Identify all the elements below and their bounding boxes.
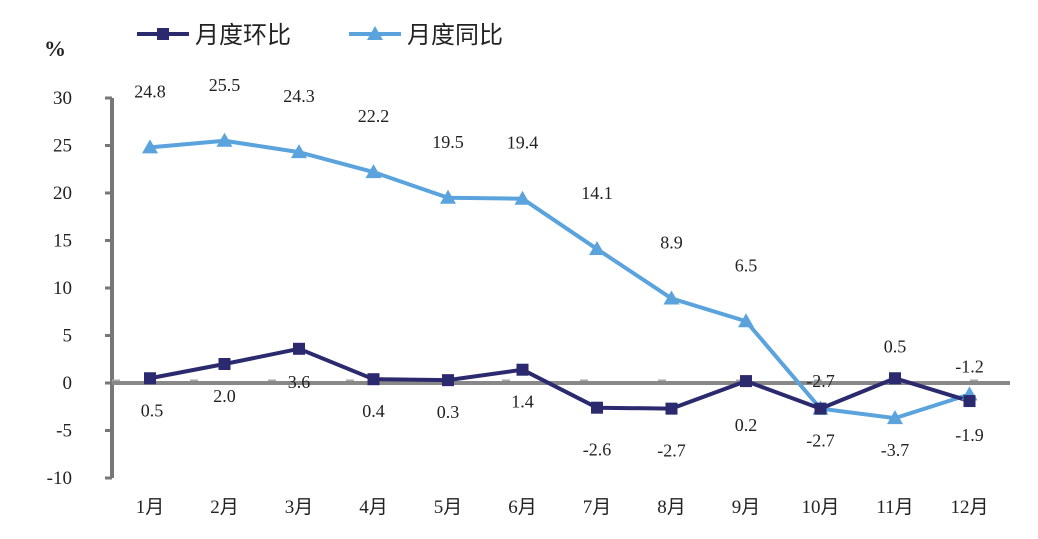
triangle-marker: [142, 139, 158, 154]
square-marker: [367, 373, 380, 386]
data-label: 0.5: [884, 336, 907, 356]
data-label: 19.5: [432, 132, 464, 152]
y-tick-label: 10: [53, 278, 72, 299]
x-tick-label: 4月: [359, 497, 388, 518]
y-axis-ticks: 30 25 20 15 10 5 0 -5 -10: [47, 88, 72, 489]
axes: [105, 96, 1010, 480]
series-line-yoy: [149, 138, 971, 421]
x-tick-label: 7月: [583, 497, 612, 518]
x-tick-label: 11月: [876, 497, 913, 518]
square-marker: [591, 401, 603, 414]
legend-square-marker: [157, 28, 169, 40]
y-tick-label: -10: [47, 468, 72, 489]
x-tick-label: 12月: [950, 497, 988, 518]
square-marker: [889, 372, 901, 385]
data-label: 22.2: [358, 106, 390, 126]
triangle-marker: [291, 144, 307, 159]
triangle-marker: [738, 313, 754, 328]
data-label: -2.6: [583, 440, 612, 460]
data-labels: 24.8 25.5 24.3 22.2 19.5 19.4 14.1 8.9 6.5 -2.7 -3…: [134, 75, 984, 461]
data-label: 8.9: [660, 232, 683, 252]
triangle-marker: [514, 190, 531, 205]
data-label: 1.4: [511, 392, 534, 412]
data-label: 24.8: [134, 81, 166, 101]
square-marker: [293, 342, 305, 355]
x-tick-label: 5月: [434, 497, 463, 518]
data-label: -1.9: [955, 425, 984, 445]
x-tick-label: 8月: [657, 497, 686, 518]
legend-label: 月度环比: [195, 21, 291, 49]
series-line-mom: [149, 346, 971, 411]
y-tick-label: 5: [63, 326, 73, 347]
triangle-marker: [589, 241, 605, 256]
y-tick-label: 30: [53, 88, 72, 109]
square-marker: [442, 374, 454, 387]
data-label: 0.2: [735, 415, 758, 435]
data-label: 6.5: [735, 255, 758, 275]
y-tick-label: 20: [53, 183, 72, 204]
square-marker: [814, 402, 827, 415]
square-marker: [665, 402, 678, 415]
x-tick-label: 10月: [801, 497, 839, 518]
legend-label: 月度同比: [407, 21, 503, 49]
data-label: 0.4: [362, 401, 385, 421]
data-label: 0.3: [437, 402, 460, 422]
square-marker: [740, 375, 752, 388]
data-label: -2.7: [806, 371, 835, 391]
triangle-marker: [887, 410, 903, 425]
series-markers: [142, 132, 978, 425]
x-axis-ticks: 1月 2月 3月 4月 5月 6月 7月 8月 9月 10月 11月 12月: [136, 497, 989, 518]
legend-triangle-marker: [367, 26, 383, 40]
triangle-marker: [216, 132, 233, 147]
data-label: 0.5: [141, 400, 164, 420]
y-axis-unit: %: [44, 36, 66, 61]
data-label: 24.3: [283, 86, 315, 106]
data-label: -3.7: [881, 440, 910, 460]
triangle-marker: [365, 164, 382, 179]
data-label: -2.7: [806, 431, 835, 451]
data-label: 3.6: [288, 372, 311, 392]
y-tick-label: -5: [56, 421, 72, 442]
square-marker: [516, 363, 529, 376]
data-label: -1.2: [955, 356, 984, 376]
square-marker: [218, 358, 231, 370]
x-tick-label: 3月: [285, 497, 314, 518]
legend: 月度环比 月度同比: [137, 21, 503, 49]
data-label: -2.7: [657, 441, 686, 461]
series-lines: [149, 138, 971, 421]
x-tick-label: 6月: [508, 497, 537, 518]
x-tick-label: 1月: [136, 497, 165, 518]
x-tick-label: 9月: [732, 497, 761, 518]
triangle-marker: [663, 290, 680, 305]
data-label: 25.5: [209, 75, 241, 95]
square-marker: [963, 395, 976, 408]
x-tick-label: 2月: [210, 497, 239, 518]
data-label: 19.4: [507, 133, 539, 153]
y-tick-label: 15: [53, 231, 72, 252]
y-tick-label: 25: [53, 136, 72, 157]
data-label: 2.0: [213, 386, 236, 406]
y-tick-label: 0: [63, 373, 73, 394]
data-label: 14.1: [581, 183, 613, 203]
triangle-marker: [440, 189, 456, 204]
square-marker: [144, 372, 156, 385]
